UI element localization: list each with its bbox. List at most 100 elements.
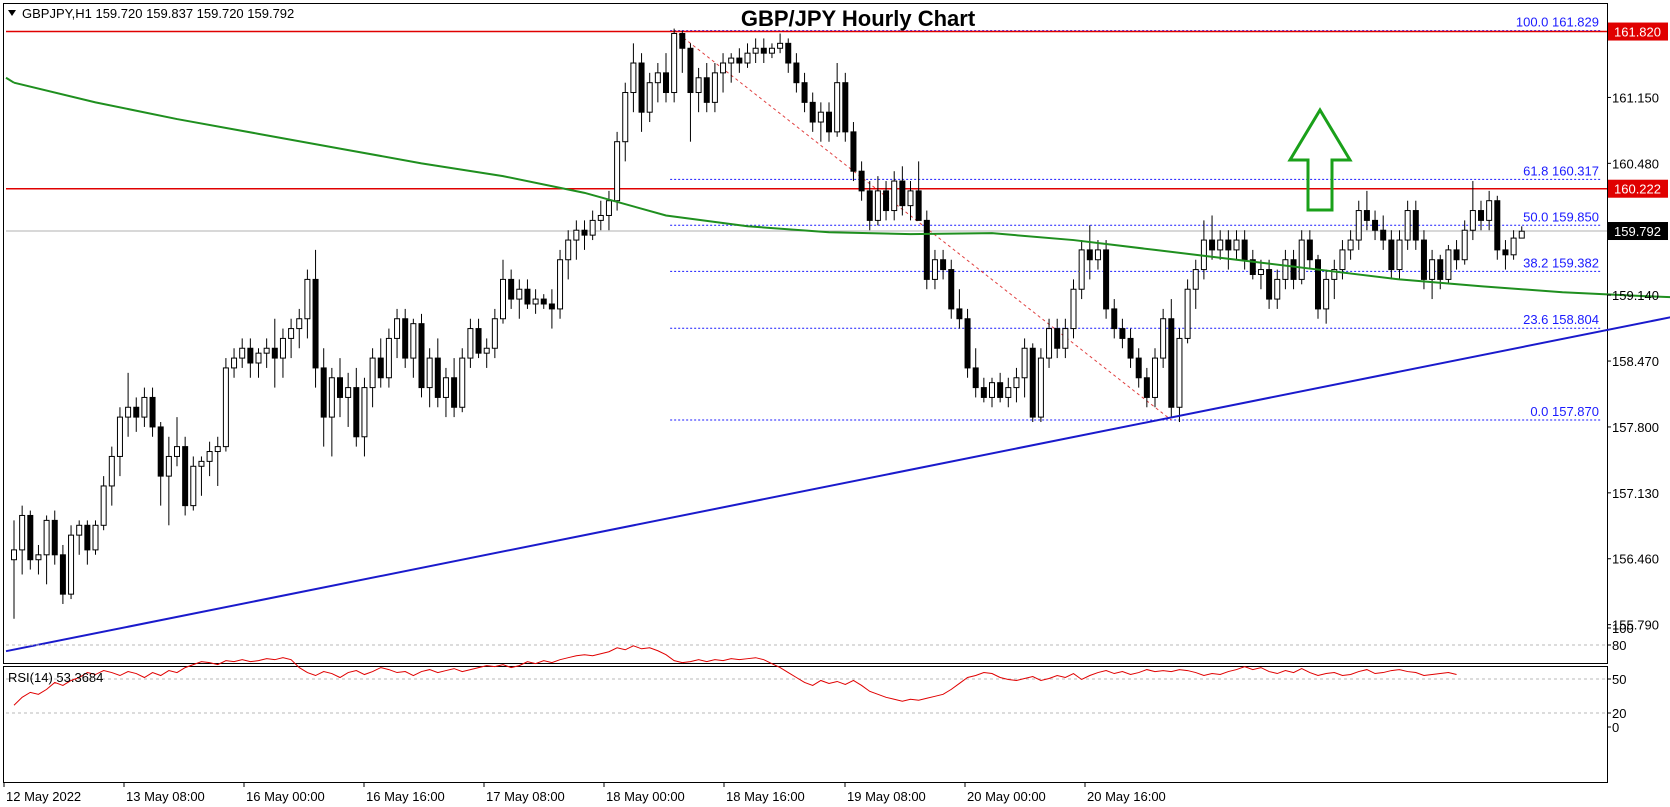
candle (1486, 190, 1493, 231)
candle (214, 436, 221, 486)
candle-body-down (402, 318, 409, 359)
candle (108, 446, 115, 506)
candle-body-down (182, 446, 189, 507)
candle-body-up (100, 485, 107, 526)
moving-average-start (5, 76, 15, 84)
candle (997, 372, 1004, 403)
candle (744, 43, 751, 68)
candle-body-down (948, 269, 955, 310)
candle-body-up (907, 190, 914, 207)
candle (1510, 230, 1517, 260)
candle-body-down (353, 387, 360, 438)
candle-body-up (744, 52, 751, 64)
candle (703, 63, 710, 113)
candle-body-down (793, 62, 800, 84)
candle (467, 318, 474, 368)
candle-body-up (190, 465, 197, 507)
candle (907, 181, 914, 221)
candle (1290, 249, 1297, 290)
candle-body-up (141, 396, 148, 418)
chart-title: GBP/JPY Hourly Chart (741, 6, 976, 31)
candle-body-up (1094, 249, 1101, 261)
candle-body-up (345, 387, 352, 398)
candle (589, 210, 596, 241)
candle-body-down (1103, 249, 1110, 310)
resistance-badge (1608, 22, 1668, 41)
candle-body-down (703, 77, 710, 103)
candle (1518, 226, 1525, 239)
candle (1176, 328, 1183, 423)
candle (1257, 259, 1264, 290)
candle (165, 436, 172, 526)
candle (891, 171, 898, 221)
candle (116, 407, 123, 477)
candle-body-up (491, 318, 498, 349)
candle-body-down (1380, 229, 1387, 241)
candle-body-up (1070, 288, 1077, 330)
candle-body-down (1372, 219, 1379, 231)
price-tick-label: 155.790 (1612, 618, 1659, 633)
dropdown-triangle-icon[interactable] (8, 10, 16, 16)
candle-body-down (858, 170, 865, 192)
candle-body-down (524, 288, 531, 305)
candle-body-up (288, 328, 295, 339)
candle-body-down (1478, 210, 1484, 221)
candle-body-up (695, 77, 702, 94)
candle (35, 544, 42, 575)
candle (524, 279, 531, 309)
candle-body-down (475, 328, 482, 354)
candle (728, 53, 735, 83)
candle (1331, 259, 1338, 300)
candle-body-down (434, 357, 441, 398)
candle-body-up (891, 180, 898, 212)
candle-body-down (1209, 239, 1216, 251)
candle-body-up (1404, 210, 1411, 241)
rsi-tick-label: 50 (1612, 672, 1626, 687)
candle (777, 33, 784, 54)
candle (133, 397, 140, 432)
fib-label: 61.8 160.317 (1523, 163, 1599, 178)
candle (296, 308, 303, 349)
candle (1103, 240, 1110, 319)
candle-body-down (980, 387, 987, 398)
candle-body-down (377, 357, 384, 379)
candle-body-down (1306, 239, 1313, 261)
candle-body-up (1046, 328, 1053, 359)
candle-body-down (687, 47, 694, 94)
candle (736, 48, 743, 73)
candle-body-up (589, 219, 596, 236)
candle (385, 328, 392, 388)
candle-body-down (1119, 328, 1126, 339)
candle (182, 436, 189, 516)
candle-body-up (1486, 200, 1493, 221)
candle (394, 308, 401, 359)
candle (84, 520, 91, 565)
candle (532, 289, 539, 314)
candle-body-up (35, 554, 42, 561)
candle-body-up (1013, 377, 1020, 389)
time-tick-label: 20 May 16:00 (1087, 789, 1166, 804)
candle (1111, 299, 1118, 339)
candle (516, 279, 523, 319)
candle-body-up (777, 42, 784, 49)
candle-body-up (1160, 318, 1167, 359)
candle-body-up (410, 323, 417, 359)
candle (1094, 240, 1101, 270)
candle (687, 43, 694, 142)
resistance-badge-label: 161.820 (1614, 25, 1661, 40)
candle (801, 72, 808, 113)
candle-body-down (1437, 259, 1444, 280)
candle (149, 387, 156, 437)
candle (1005, 377, 1012, 408)
fib-label: 38.2 159.382 (1523, 255, 1599, 270)
candle-body-up (573, 229, 580, 241)
candle (483, 338, 490, 368)
candle-body-up (279, 337, 286, 359)
fib-label: 0.0 157.870 (1530, 404, 1599, 419)
candle-body-down (1054, 328, 1061, 349)
current-price-badge-label: 159.792 (1614, 224, 1661, 239)
candle (1086, 225, 1093, 280)
candle (1396, 230, 1403, 280)
candle (1070, 279, 1077, 339)
candle-body-up (328, 377, 335, 418)
